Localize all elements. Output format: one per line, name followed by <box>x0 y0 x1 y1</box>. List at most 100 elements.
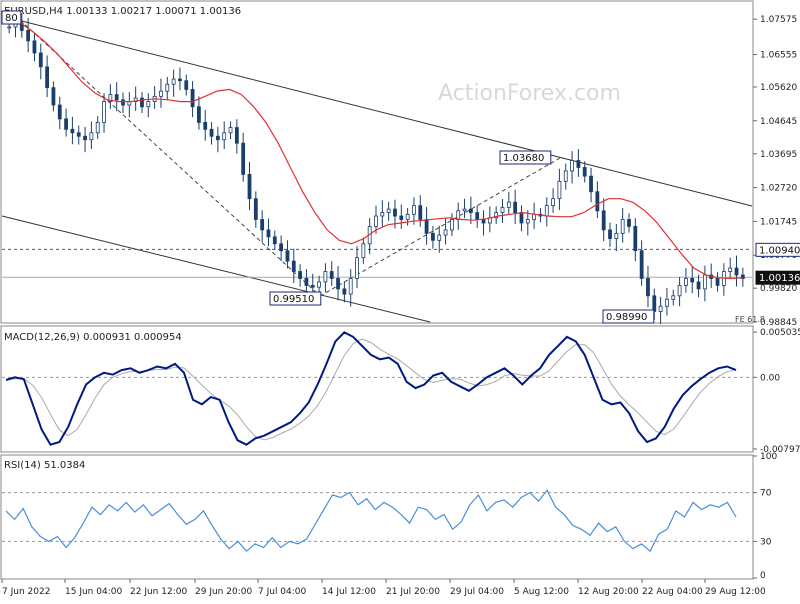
x-tick-label: 14 Jul 12:00 <box>322 587 376 597</box>
rsi-panel-frame <box>0 454 754 580</box>
candle-body <box>234 127 239 144</box>
candle-body <box>266 229 271 238</box>
macd-header: MACD(12,26,9) 0.000931 0.000954 <box>4 332 182 343</box>
candle-body <box>639 250 644 279</box>
low-label-0-98990-box <box>602 309 655 324</box>
low-label-0-99510: 0.99510 <box>269 291 322 306</box>
price-tick-label: 1.02720 <box>760 184 797 194</box>
current-price-tag-text: 1.00136 <box>759 273 800 284</box>
candle-body <box>696 281 701 290</box>
price-panel-frame <box>0 0 754 324</box>
x-tick-label: 29 Aug 12:00 <box>705 587 766 597</box>
candle-body <box>114 94 119 101</box>
candle-body <box>608 229 612 239</box>
candle-body <box>272 236 277 245</box>
channel-upper <box>1 15 753 207</box>
rsi-tick-label: 70 <box>760 489 772 499</box>
resistance-price-tag-text: 1.00940 <box>759 245 800 256</box>
x-tick-label: 29 Jun 20:00 <box>195 587 252 597</box>
candle-body <box>102 101 106 123</box>
candle-body <box>684 278 688 286</box>
candle-body <box>386 208 391 213</box>
candle-body <box>165 83 170 92</box>
candle-body <box>665 298 669 307</box>
macd-line <box>5 331 737 446</box>
candle-body <box>525 219 530 224</box>
x-tick-label: 29 Jul 04:00 <box>450 587 504 597</box>
price-tick-label: 1.04645 <box>760 117 797 127</box>
candle-body <box>317 281 321 288</box>
top-left-label-80: 80 <box>1 10 22 25</box>
candle-body <box>405 213 410 220</box>
rsi-tick-label: 0 <box>760 571 766 581</box>
candle-body <box>215 135 220 141</box>
candle-body <box>475 212 480 220</box>
current-price-tag: 1.00136 <box>755 270 800 285</box>
candle-body <box>544 205 549 217</box>
x-tick-label: 12 Aug 20:00 <box>578 587 639 597</box>
candle-body <box>253 198 258 220</box>
candle-body <box>627 219 631 227</box>
candle-body <box>121 99 125 106</box>
candle-body <box>298 271 303 279</box>
candle-body <box>197 106 201 123</box>
candle-body <box>7 26 12 29</box>
candle-body <box>26 30 31 42</box>
price-tick-label: 1.05620 <box>760 83 797 93</box>
candle-body <box>146 101 151 108</box>
candle-body <box>589 175 593 193</box>
candle-body <box>184 80 189 90</box>
candle-body <box>64 118 68 130</box>
low-label-0-99510-text: 0.99510 <box>273 294 314 305</box>
candle-body <box>380 212 385 217</box>
top-left-label-80-box <box>1 10 22 25</box>
x-tick-label: 15 Jun 04:00 <box>65 587 122 597</box>
candle-body <box>449 219 454 231</box>
macd-panel-frame <box>0 325 754 453</box>
candle-body <box>348 278 353 295</box>
candle-body <box>279 243 284 252</box>
candle-body <box>506 201 511 208</box>
price-tick-label: 1.01745 <box>760 217 797 227</box>
candle-body <box>247 174 252 200</box>
candle-body <box>83 135 87 141</box>
high-label-1-03680-text: 1.03680 <box>503 153 544 164</box>
candle-body <box>551 198 555 207</box>
fe-61-8-label: FE 61.8 <box>735 315 765 324</box>
candle-body <box>228 127 233 134</box>
candle-body <box>159 90 163 97</box>
candle-body <box>690 278 695 283</box>
candle-body <box>418 205 423 220</box>
candle-body <box>620 219 625 234</box>
rsi-line <box>5 489 737 553</box>
candle-body <box>89 132 94 141</box>
candle-body <box>108 94 113 102</box>
candle-body <box>646 278 650 297</box>
candle-body <box>291 260 296 272</box>
moving-average-line <box>8 14 743 280</box>
candle-body <box>513 201 518 213</box>
candle-body <box>329 271 334 279</box>
low-label-0-99510-box <box>269 291 322 306</box>
candle-body <box>601 210 606 231</box>
candle-body <box>45 66 50 89</box>
rsi-axis: 100 70 30 0 <box>753 452 777 581</box>
candle-body <box>209 128 214 137</box>
candle-body <box>481 219 486 224</box>
candle-body <box>412 205 416 215</box>
candle-body <box>462 208 467 212</box>
low-label-0-98990-text: 0.98990 <box>606 312 647 323</box>
candle-body <box>222 132 227 141</box>
candle-body <box>241 142 246 175</box>
candle-body <box>431 232 435 241</box>
top-left-label-80-text: 80 <box>5 13 18 24</box>
candle-body <box>677 285 682 297</box>
dashed-leg-down <box>19 19 321 297</box>
high-label-1-03680-box <box>499 150 552 165</box>
candle-body <box>557 180 562 200</box>
candle-body <box>437 234 442 241</box>
candle-body <box>702 274 707 290</box>
candle-body <box>70 128 75 134</box>
price-marks <box>1 13 753 324</box>
